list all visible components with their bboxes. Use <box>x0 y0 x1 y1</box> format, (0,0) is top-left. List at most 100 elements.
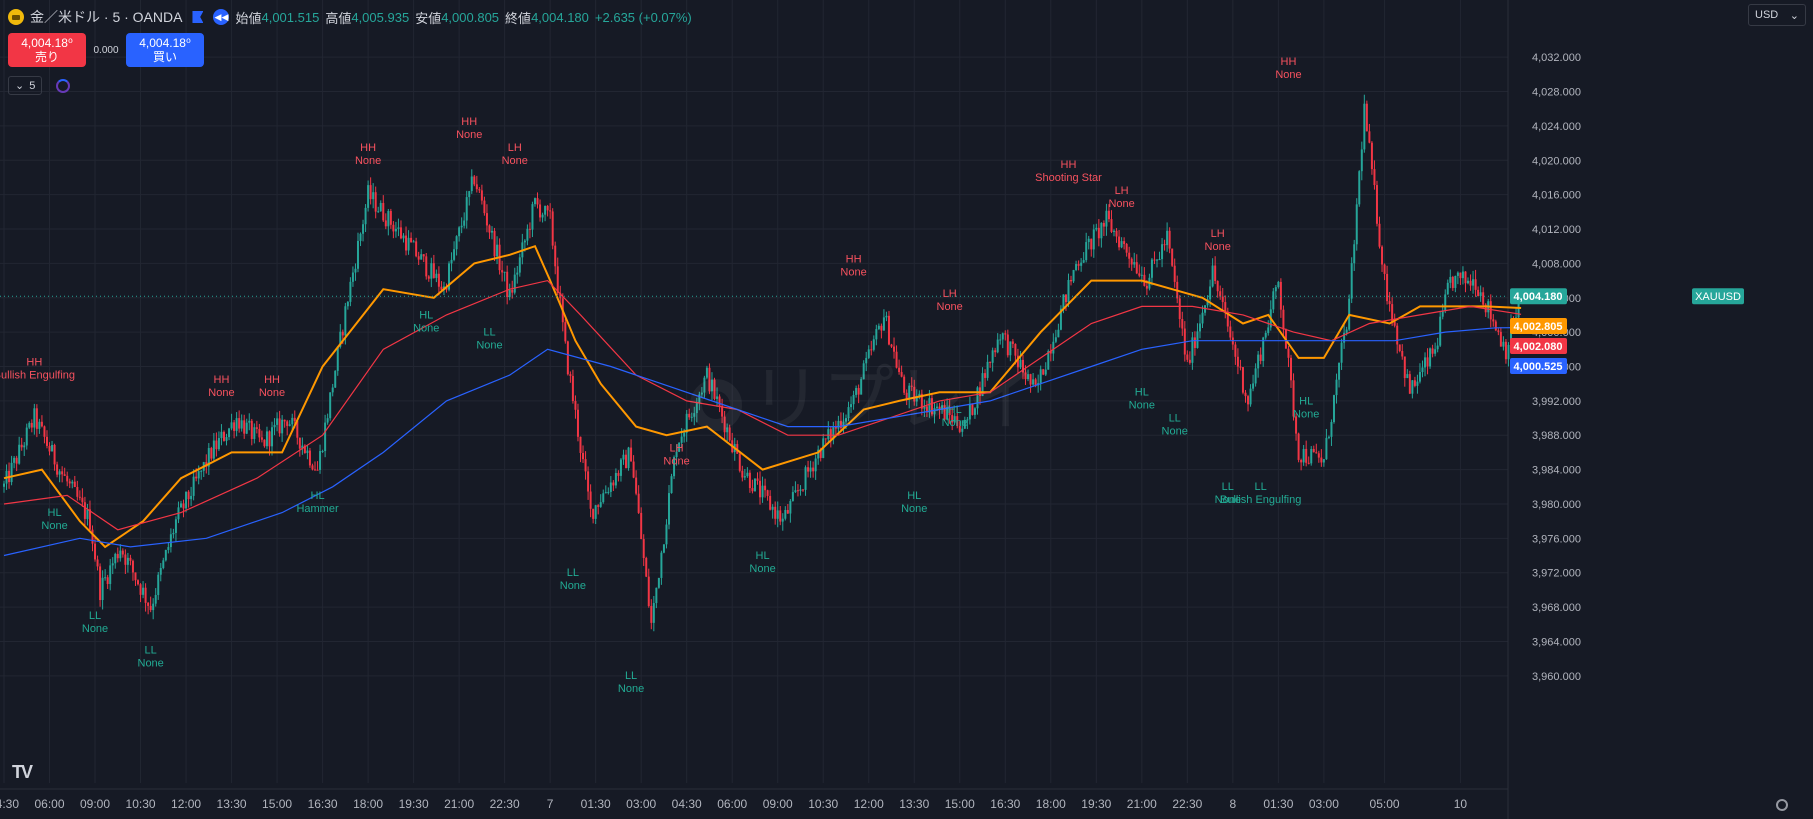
candle-body <box>1254 368 1257 384</box>
candle-body <box>1477 289 1480 297</box>
candle-body <box>83 502 86 519</box>
x-tick-label: 06:00 <box>717 797 747 811</box>
candle-body <box>665 524 668 545</box>
candle-body <box>1075 264 1078 271</box>
candle-body <box>726 427 729 433</box>
candle-body <box>18 444 21 464</box>
candle-body <box>238 418 241 429</box>
pattern-label: None <box>618 683 644 695</box>
candle-body <box>68 481 71 484</box>
x-tick-label: 10:30 <box>126 797 156 811</box>
candle-body <box>642 539 645 559</box>
swing-label: HH <box>461 116 477 128</box>
candle-body <box>392 224 395 232</box>
candle-body <box>1128 252 1131 259</box>
candle-body <box>1252 383 1255 389</box>
symbol-title[interactable]: 金／米ドル · 5 · OANDA <box>30 9 183 25</box>
candle-body <box>402 235 405 239</box>
candle-body <box>685 413 688 433</box>
indicators-toggle[interactable]: ⌄ 5 <box>8 76 43 95</box>
candle-body <box>1411 380 1414 394</box>
sell-button[interactable]: 4,004.18⁰ 売り <box>8 33 86 67</box>
indicators-bar: ⌄ 5 <box>8 76 71 95</box>
candle-body <box>1102 222 1105 227</box>
candle-body <box>753 478 756 492</box>
y-tick-label: 4,012.000 <box>1532 224 1581 236</box>
candle-body <box>58 471 61 475</box>
candle-body <box>893 346 896 352</box>
candle-body <box>1080 262 1083 266</box>
pattern-label: None <box>942 417 968 429</box>
candle-body <box>1332 395 1335 423</box>
gear-icon[interactable] <box>1776 799 1788 811</box>
candle-body <box>799 489 802 491</box>
candle-body <box>612 482 615 486</box>
candle-body <box>1489 301 1492 320</box>
candle-body <box>134 572 137 581</box>
candle-body <box>789 501 792 514</box>
pattern-label: None <box>138 657 164 669</box>
x-tick-label: 09:00 <box>80 797 110 811</box>
candle-body <box>172 532 175 535</box>
currency-select[interactable]: USD ⌄ <box>1748 4 1806 26</box>
candle-body <box>1193 337 1196 348</box>
candle-body <box>1006 334 1009 356</box>
candle-body <box>1077 264 1080 266</box>
x-tick-label: 15:00 <box>262 797 292 811</box>
candle-body <box>195 476 198 479</box>
candle-body <box>119 550 122 559</box>
candle-body <box>109 565 112 584</box>
x-tick-label: 7 <box>547 797 554 811</box>
candle-body <box>1072 270 1075 282</box>
tradingview-logo-icon[interactable]: TV <box>12 762 33 782</box>
candle-body <box>607 491 610 493</box>
candle-body <box>253 427 256 439</box>
swing-label: HL <box>48 507 62 519</box>
pattern-label: Bullish Engulfing <box>0 370 75 382</box>
candle-body <box>1494 321 1497 331</box>
candle-body <box>508 289 511 297</box>
candle-body <box>1353 244 1356 264</box>
candle-body <box>1434 349 1437 354</box>
candle-body <box>776 510 779 519</box>
candle-body <box>807 467 810 472</box>
candle-body <box>1107 210 1110 220</box>
candle-body <box>675 451 678 458</box>
candle-body <box>288 424 291 426</box>
flag-icon[interactable] <box>192 11 204 23</box>
candle-body <box>1295 416 1298 434</box>
replay-icon[interactable]: ◀◀ <box>213 9 230 25</box>
candle-body <box>235 418 238 431</box>
candle-body <box>88 509 91 530</box>
candle-body <box>746 472 749 477</box>
candle-body <box>844 418 847 422</box>
candle-body <box>751 488 754 492</box>
buy-button[interactable]: 4,004.18⁰ 買い <box>126 33 204 67</box>
candle-body <box>1059 308 1062 330</box>
candle-body <box>1123 241 1126 245</box>
x-tick-label: 03:00 <box>626 797 656 811</box>
candle-body <box>670 476 673 494</box>
candle-body <box>99 566 102 601</box>
candle-body <box>485 213 488 226</box>
candle-body <box>1312 448 1315 453</box>
candle-body <box>377 211 380 213</box>
swing-label: HL <box>1135 387 1149 399</box>
x-tick-label: 22:30 <box>490 797 520 811</box>
x-tick-label: 19:30 <box>1081 797 1111 811</box>
pattern-label: None <box>1293 408 1319 420</box>
candle-body <box>488 225 491 233</box>
candle-body <box>291 417 294 425</box>
candle-body <box>900 372 903 377</box>
candle-body <box>938 406 941 410</box>
candle-body <box>228 428 231 438</box>
candle-body <box>946 407 949 420</box>
candle-body <box>1145 285 1148 289</box>
candle-body <box>1355 204 1358 245</box>
candle-body <box>1219 291 1222 297</box>
pattern-label: None <box>663 456 689 468</box>
x-tick-label: 06:00 <box>34 797 64 811</box>
candle-body <box>1049 351 1052 354</box>
candle-body <box>1221 296 1224 303</box>
